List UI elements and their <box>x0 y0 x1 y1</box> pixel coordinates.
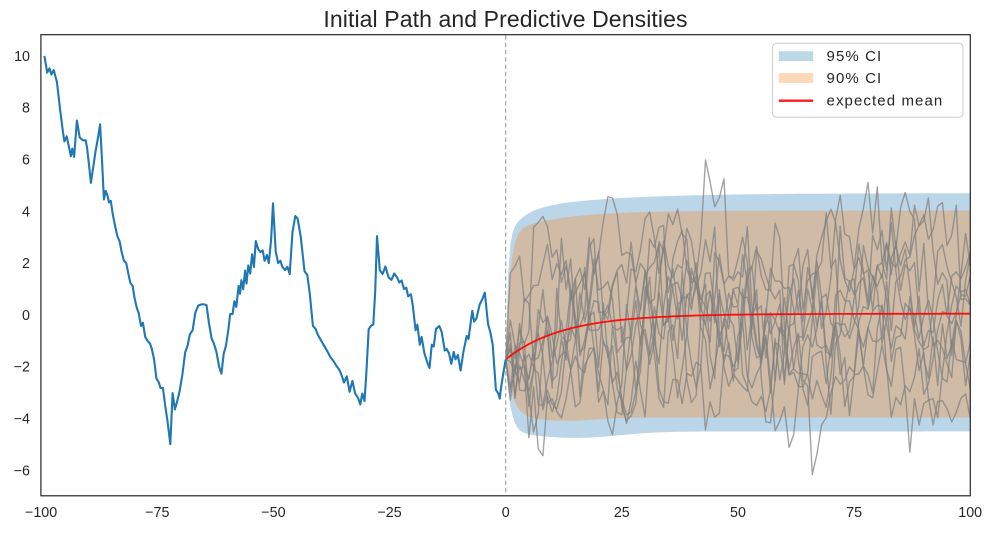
svg-text:100: 100 <box>958 505 982 521</box>
svg-text:90% CI: 90% CI <box>827 70 883 87</box>
svg-text:8: 8 <box>22 101 30 117</box>
svg-text:−6: −6 <box>14 463 30 479</box>
svg-text:25: 25 <box>614 505 630 521</box>
svg-text:95% CI: 95% CI <box>827 48 883 65</box>
svg-text:Initial Path and Predictive De: Initial Path and Predictive Densities <box>323 6 687 32</box>
svg-text:expected mean: expected mean <box>827 93 944 110</box>
svg-text:2: 2 <box>22 256 30 272</box>
svg-text:−2: −2 <box>14 360 30 376</box>
svg-text:−25: −25 <box>377 505 401 521</box>
svg-text:75: 75 <box>846 505 862 521</box>
svg-text:4: 4 <box>22 204 30 220</box>
svg-text:−100: −100 <box>25 505 57 521</box>
svg-text:−50: −50 <box>261 505 285 521</box>
svg-text:6: 6 <box>22 153 30 169</box>
svg-text:−4: −4 <box>14 412 30 428</box>
svg-text:50: 50 <box>730 505 746 521</box>
svg-text:0: 0 <box>22 308 30 324</box>
svg-text:−75: −75 <box>145 505 169 521</box>
svg-text:10: 10 <box>14 49 30 65</box>
svg-text:0: 0 <box>502 505 510 521</box>
